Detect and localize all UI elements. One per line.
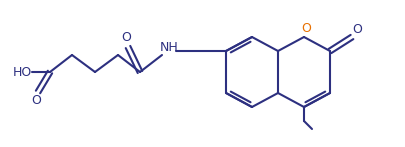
Text: HO: HO <box>12 66 32 78</box>
Text: O: O <box>351 22 361 35</box>
Text: O: O <box>121 30 131 44</box>
Text: NH: NH <box>159 41 178 54</box>
Text: O: O <box>31 95 41 107</box>
Text: O: O <box>301 21 310 35</box>
